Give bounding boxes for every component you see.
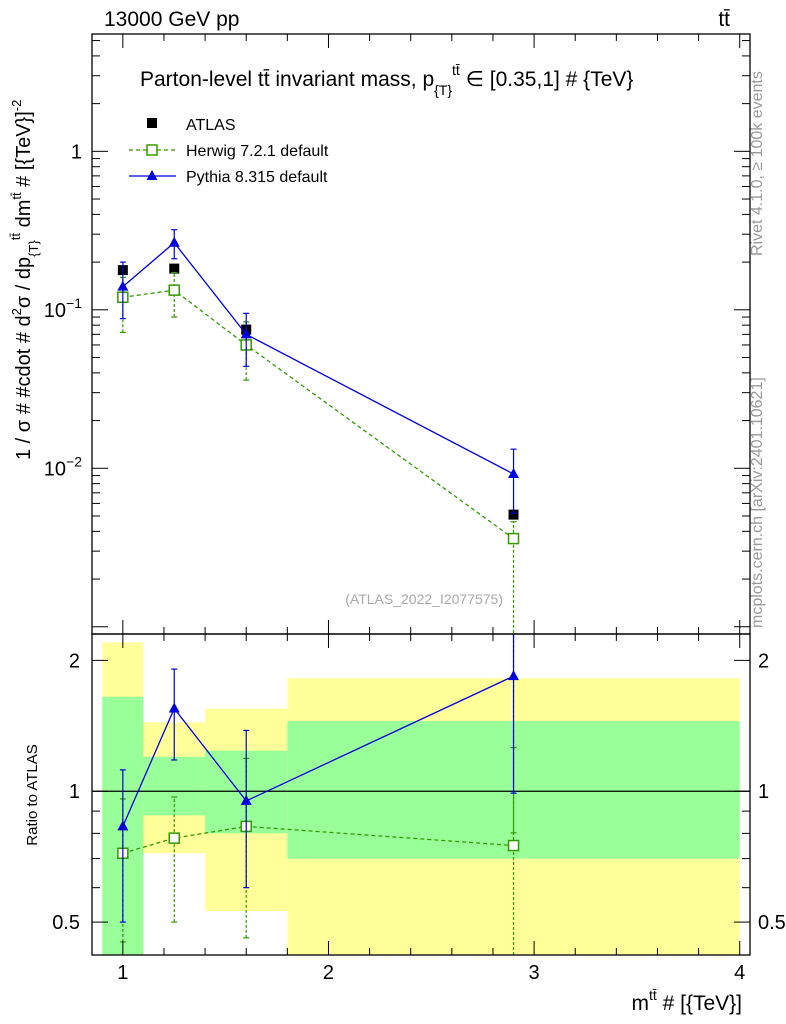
ratio-marker-2-3 <box>508 670 520 681</box>
ratio-tick-label-left-1: 1 <box>69 781 80 803</box>
x-tick-label-4: 4 <box>734 962 745 984</box>
main-marker-2-0 <box>117 280 129 291</box>
header-left-label: 13000 GeV pp <box>104 8 239 31</box>
legend-label-pythia: Pythia 8.315 default <box>186 169 328 186</box>
main-marker-1-3 <box>507 532 520 545</box>
x-tick-label-3: 3 <box>529 962 540 984</box>
y-axis-label: 1 / σ # #cdot # d2σ / dp{T}tt̄ dmtt̄ # [… <box>8 100 41 460</box>
ratio-panel-frame <box>91 633 751 956</box>
legend: ATLAS Herwig 7.2.1 default Pythia 8.315 … <box>129 117 329 186</box>
main-line-1 <box>122 289 514 540</box>
ratio-tick-label-right-2: 2 <box>758 650 769 672</box>
x-tick-label-2: 2 <box>323 962 334 984</box>
main-marker-2-1 <box>168 236 180 247</box>
x-tick-label-1: 1 <box>117 962 128 984</box>
main-marker-1-1 <box>168 284 180 296</box>
axes <box>91 33 751 956</box>
y-tick-label-0: 1 <box>71 141 82 163</box>
ratio-tick-label-left-0.5: 0.5 <box>52 912 80 934</box>
ratio-panel-series <box>117 634 520 955</box>
main-marker-atlas-3 <box>508 509 519 520</box>
ratio-marker-2-1 <box>168 702 180 713</box>
main-marker-2-3 <box>508 468 520 479</box>
ratio-tick-label-right-1: 1 <box>758 781 769 803</box>
y-tick-label-2: 10−2 <box>44 453 82 480</box>
ratio-line-2 <box>122 675 514 827</box>
analysis-watermark: (ATLAS_2022_I2077575) <box>345 591 503 607</box>
legend-label-atlas: ATLAS <box>186 117 236 134</box>
ratio-tick-label-left-2: 2 <box>69 650 80 672</box>
header-right-label: tt̄ <box>718 8 730 31</box>
main-marker-atlas-1 <box>169 263 180 274</box>
mcplots-label: mcplots.cern.ch [arXiv:2401.10621] <box>749 377 766 628</box>
main-panel-series <box>117 229 520 834</box>
x-axis-label: mtt̄ # [{TeV}] <box>631 987 742 1015</box>
ratio-y-axis-label: Ratio to ATLAS <box>24 744 41 845</box>
legend-marker-herwig <box>146 144 158 156</box>
rivet-version-label: Rivet 4.1.0, ≥ 100k events <box>749 71 766 256</box>
ratio-line-1 <box>122 825 514 854</box>
ratio-marker-1-1 <box>168 832 180 844</box>
ratio-uncertainty-bands <box>102 642 740 955</box>
main-line-2 <box>122 241 514 475</box>
tick-labels: 1 2 3 4 1 10−1 10−2 0.5 0.5 1 1 2 2 <box>44 141 786 984</box>
main-marker-2-2 <box>240 328 252 339</box>
plot-title: Parton-level tt̄ invariant mass, p{T}tt̄… <box>140 62 633 98</box>
ratio-marker-2-2 <box>240 794 252 805</box>
y-tick-label-1: 10−1 <box>44 295 82 322</box>
ratio-marker-1-3 <box>507 839 520 852</box>
legend-marker-pythia <box>146 170 158 180</box>
legend-label-herwig: Herwig 7.2.1 default <box>186 143 329 160</box>
ratio-tick-label-right-0.5: 0.5 <box>758 912 786 934</box>
ratio-marker-2-0 <box>117 820 129 831</box>
legend-marker-atlas <box>147 118 157 128</box>
